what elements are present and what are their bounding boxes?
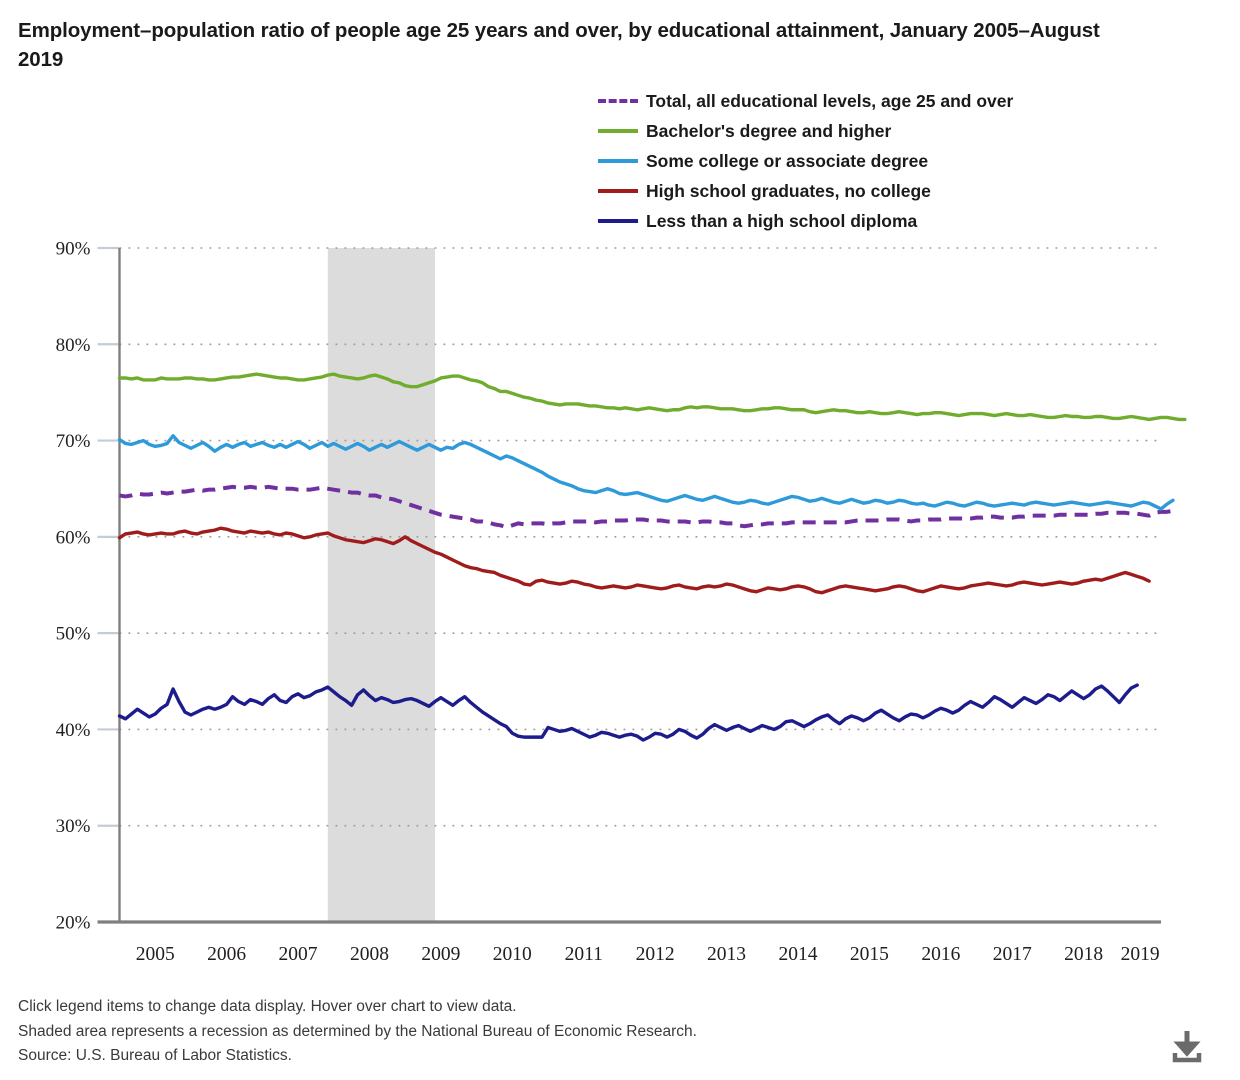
series-line-1[interactable]: [117, 372, 1187, 422]
ytick-label-6: 80%: [56, 335, 91, 356]
xtick-label-6: 2011: [565, 944, 603, 965]
xtick-label-8: 2013: [707, 944, 746, 965]
xtick-label-12: 2017: [993, 944, 1032, 965]
legend-item-4[interactable]: Less than a high school diploma: [596, 206, 1116, 236]
series-line-2[interactable]: [117, 434, 1175, 511]
xtick-label-4: 2009: [421, 944, 460, 965]
ytick-label-3: 50%: [56, 624, 91, 645]
chart-footnotes: Click legend items to change data displa…: [18, 995, 1078, 1069]
ytick-label-7: 90%: [56, 239, 91, 260]
ytick-label-4: 60%: [56, 527, 91, 548]
xtick-label-10: 2015: [850, 944, 889, 965]
xtick-label-11: 2016: [921, 944, 960, 965]
xtick-label-9: 2014: [778, 944, 817, 965]
xtick-label-14: 2019: [1121, 944, 1160, 965]
legend-swatch-3: [596, 176, 640, 206]
ytick-label-2: 40%: [56, 720, 91, 741]
xtick-label-13: 2018: [1064, 944, 1103, 965]
legend-swatch-1: [596, 116, 640, 146]
series-line-0[interactable]: [119, 484, 1174, 530]
series-line-4[interactable]: [117, 683, 1139, 742]
xtick-label-1: 2006: [207, 944, 246, 965]
footnote-interaction: Click legend items to change data displa…: [18, 998, 517, 1015]
ytick-label-1: 30%: [56, 816, 91, 837]
legend-item-0[interactable]: Total, all educational levels, age 25 an…: [596, 86, 1116, 116]
series-line-3[interactable]: [117, 526, 1151, 595]
download-icon[interactable]: [1168, 1027, 1206, 1065]
xtick-label-3: 2008: [350, 944, 389, 965]
recession-shading-0: [327, 248, 435, 922]
legend-label-2: Some college or associate degree: [646, 150, 929, 171]
legend-label-3: High school graduates, no college: [646, 180, 931, 201]
download-icon-glyph: [1172, 1031, 1202, 1063]
footnote-recession: Shaded area represents a recession as de…: [18, 1022, 697, 1040]
chart-title: Employment–population ratio of people ag…: [18, 19, 1100, 71]
ytick-label-5: 70%: [56, 431, 91, 452]
xtick-label-2: 2007: [279, 944, 318, 965]
legend-swatch-4: [596, 206, 640, 236]
xtick-label-5: 2010: [493, 944, 532, 965]
xtick-label-0: 2005: [136, 944, 175, 965]
legend-label-1: Bachelor's degree and higher: [646, 120, 892, 141]
legend-label-0: Total, all educational levels, age 25 an…: [646, 90, 1014, 111]
ytick-label-0: 20%: [56, 913, 91, 934]
legend-swatch-2: [596, 146, 640, 176]
legend-swatch-0: [596, 86, 640, 116]
legend-item-3[interactable]: High school graduates, no college: [596, 176, 1116, 206]
footnote-source: Source: U.S. Bureau of Labor Statistics.: [18, 1047, 292, 1064]
legend-item-2[interactable]: Some college or associate degree: [596, 146, 1116, 176]
chart-svg[interactable]: 20% 30% 40% 50% 60% 70% 80% 90% 2005 2006 2007 2008…: [0, 0, 1240, 1000]
xtick-label-7: 2012: [636, 944, 675, 965]
legend-label-4: Less than a high school diploma: [646, 210, 918, 231]
legend-item-1[interactable]: Bachelor's degree and higher: [596, 116, 1116, 146]
chart-legend[interactable]: Total, all educational levels, age 25 an…: [596, 86, 1116, 236]
